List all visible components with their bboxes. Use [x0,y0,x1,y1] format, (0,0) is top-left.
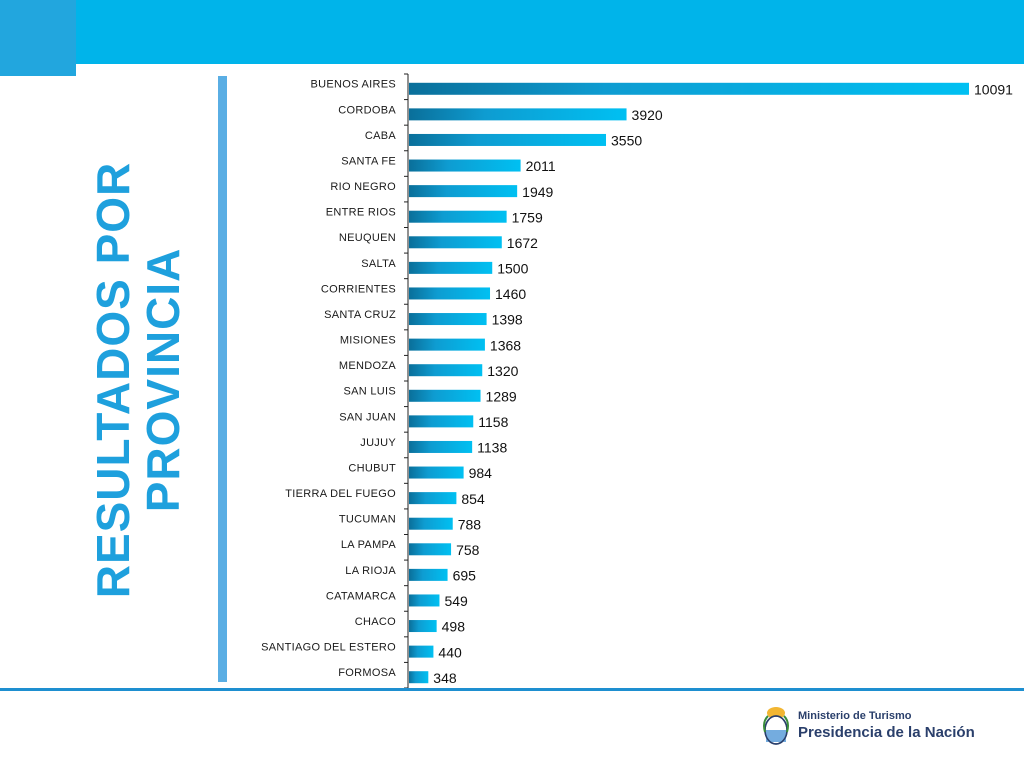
value-label: 10091 [974,81,1013,97]
bar [409,287,491,300]
category-label: CHACO [355,616,396,628]
bar [409,108,627,121]
bar [409,185,518,198]
value-label: 1398 [492,312,523,328]
value-label: 348 [433,670,457,686]
value-label: 549 [444,593,468,609]
value-label: 1500 [497,261,528,277]
argentina-coat-of-arms-icon [763,707,789,745]
value-label: 1949 [522,184,553,200]
value-label: 788 [458,516,482,532]
header-band [0,0,1024,64]
value-label: 1368 [490,337,521,353]
bar [409,440,473,453]
bar [409,543,452,556]
value-label: 695 [453,568,477,584]
category-label: SAN JUAN [339,411,396,423]
category-label: JUJUY [360,437,396,449]
category-label: CABA [365,130,397,142]
value-label: 1320 [487,363,518,379]
category-label: SANTA FE [341,155,396,167]
value-label: 1759 [512,209,543,225]
category-label: SANTA CRUZ [324,309,396,321]
category-label: TUCUMAN [339,514,396,526]
bar [409,261,493,274]
bar [409,492,457,505]
category-label: LA PAMPA [341,539,397,551]
bar [409,620,437,633]
category-label: RIO NEGRO [330,181,396,193]
value-label: 1460 [495,286,526,302]
value-label: 2011 [526,158,556,174]
category-label: SANTIAGO DEL ESTERO [261,642,396,654]
value-label: 1672 [507,235,538,251]
category-label: TIERRA DEL FUEGO [285,488,396,500]
value-label: 1158 [478,414,508,430]
category-label: SAN LUIS [343,386,396,398]
value-label: 854 [461,491,485,507]
ministry-logo: Ministerio de Turismo Presidencia de la … [762,704,992,748]
bar [409,364,483,377]
bar [409,389,481,402]
bar [409,594,440,607]
category-label: CATAMARCA [326,590,396,602]
bar [409,466,464,479]
bar [409,82,969,95]
bar [409,338,485,351]
value-label: 984 [469,465,493,481]
category-label: MENDOZA [339,360,396,372]
bar [409,517,453,530]
category-label: SALTA [361,258,396,270]
category-label: FORMOSA [338,667,396,679]
category-label: CORRIENTES [321,283,396,295]
value-label: 3550 [611,133,642,149]
category-label: MISIONES [340,335,396,347]
category-label: BUENOS AIRES [310,79,396,91]
value-label: 1289 [486,388,517,404]
value-label: 3920 [632,107,663,123]
category-label: NEUQUEN [339,232,396,244]
header-corner-block [0,0,76,76]
bar [409,210,507,223]
bar [409,645,434,658]
value-label: 498 [442,619,466,635]
logo-presidency-name: Presidencia de la Nación [798,724,975,741]
bar [409,415,474,428]
footer-divider-line [0,688,1024,691]
category-label: LA RIOJA [345,565,396,577]
category-label: CHUBUT [348,462,396,474]
bar [409,159,521,172]
title-divider-bar [218,76,227,682]
bar [409,671,429,684]
value-label: 758 [456,542,480,558]
category-label: ENTRE RIOS [326,207,396,219]
bar [409,236,502,249]
bar [409,133,607,146]
bar [409,313,487,326]
logo-ministry-name: Ministerio de Turismo [798,710,912,722]
value-label: 440 [438,644,462,660]
bar [409,568,448,581]
value-label: 1138 [477,440,507,456]
category-label: CORDOBA [338,104,396,116]
